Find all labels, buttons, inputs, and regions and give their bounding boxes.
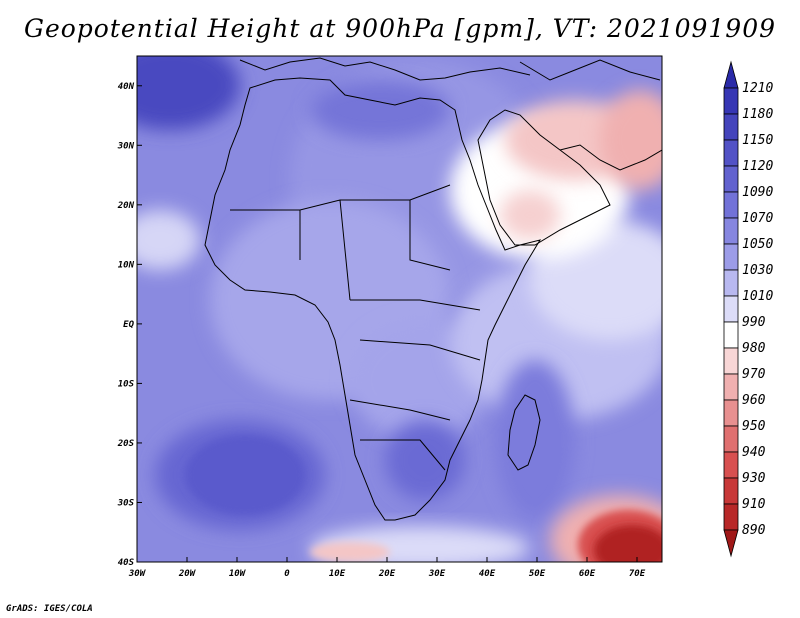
colorbar-swatch: [723, 477, 739, 505]
colorbar-swatch: [723, 503, 739, 531]
lon-tick-label: 50E: [529, 569, 546, 579]
colorbar-swatch: [723, 373, 739, 401]
grads-credit: GrADS: IGES/COLA: [6, 604, 93, 614]
lat-tick-label: 40N: [118, 82, 135, 92]
longitude-axis: 30W 20W 10W 0 10E 20E 30E 40E 50E 60E 70E: [128, 557, 646, 579]
colorbar-swatch: [723, 113, 739, 141]
colorbar-swatch: [723, 425, 739, 453]
lon-tick-label: 0: [284, 569, 290, 579]
colorbar-swatch: [723, 295, 739, 323]
colorbar-swatch: [723, 399, 739, 427]
colorbar-level-label: 1030: [742, 263, 773, 278]
lat-tick-label: 10S: [118, 379, 135, 389]
colorbar-swatch: [723, 269, 739, 297]
colorbar-swatch: [723, 139, 739, 167]
lon-tick-label: 30W: [128, 569, 147, 579]
colorbar-level-label: 930: [742, 471, 766, 486]
colorbar-swatch: [723, 60, 739, 89]
colorbar-swatch: [723, 243, 739, 271]
lon-tick-label: 10W: [229, 569, 247, 579]
colorbar-level-label: 950: [742, 419, 766, 434]
colorbar-level-label: 980: [742, 341, 766, 356]
lon-tick-label: 30E: [428, 569, 446, 579]
lat-tick-label: 20N: [117, 201, 135, 211]
colorbar-level-label: 1180: [742, 107, 773, 122]
colorbar-level-label: 960: [742, 393, 766, 408]
lat-tick-label: 40S: [118, 558, 135, 568]
colorbar-level-label: 990: [742, 315, 766, 330]
colorbar-level-label: 1070: [742, 211, 773, 226]
lat-tick-label: 10N: [118, 260, 135, 270]
lon-tick-label: 40E: [479, 569, 496, 579]
colorbar-swatch: [723, 191, 739, 219]
map-title: Geopotential Height at 900hPa [gpm], VT:…: [23, 14, 777, 43]
colorbar-level-label: 1150: [742, 133, 773, 148]
colorbar-level-label: 970: [742, 367, 766, 382]
colorbar-swatch: [723, 347, 739, 375]
lon-tick-label: 60E: [579, 569, 596, 579]
colorbar-swatch: [723, 529, 739, 558]
latitude-axis: 40N 30N 20N 10N EQ 10S 20S 30S 40S: [117, 82, 142, 568]
height-field: [137, 56, 662, 562]
lat-tick-label: EQ: [123, 320, 134, 330]
coastlines: [204, 57, 662, 521]
colorbar-level-label: 1090: [742, 185, 773, 200]
lon-tick-label: 70E: [629, 569, 646, 579]
lon-tick-label: 20W: [178, 569, 197, 579]
colorbar-swatch: [723, 217, 739, 245]
colorbar-level-label: 1010: [742, 289, 773, 304]
colorbar-swatch: [723, 321, 739, 349]
lon-tick-label: 20E: [378, 569, 396, 579]
colorbar-swatch: [723, 165, 739, 193]
lat-tick-label: 20S: [117, 439, 135, 449]
lat-tick-label: 30N: [117, 141, 135, 151]
lat-tick-label: 30S: [117, 498, 135, 508]
plot-frame: [136, 55, 663, 563]
lon-tick-label: 10E: [329, 569, 346, 579]
colorbar-swatch: [723, 87, 739, 115]
colorbar-level-label: 1210: [742, 81, 773, 96]
colorbar-level-label: 910: [742, 497, 766, 512]
colorbar-level-label: 1050: [742, 237, 773, 252]
colorbar-swatch: [723, 451, 739, 479]
colorbar-level-label: 940: [742, 445, 766, 460]
colorbar-level-label: 890: [742, 523, 766, 538]
colorbar-level-label: 1120: [742, 159, 773, 174]
